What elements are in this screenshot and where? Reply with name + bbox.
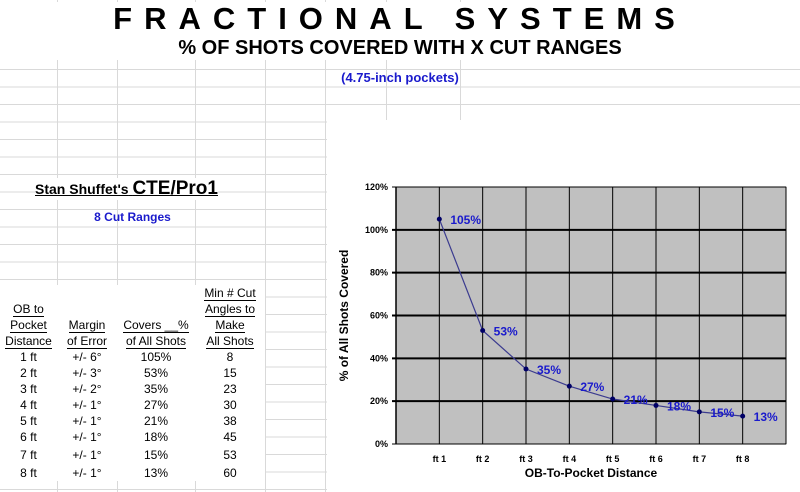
table-cell: +/- 1° xyxy=(57,413,117,429)
x-tick-label: ft 7 xyxy=(693,454,707,464)
data-point xyxy=(436,216,442,222)
x-tick-label: ft 1 xyxy=(433,454,447,464)
table-cell: +/- 1° xyxy=(57,429,117,445)
table-cell: +/- 1° xyxy=(57,445,117,465)
table-row: 6 ft +/- 1° 18% 45 xyxy=(0,429,265,445)
table-title: Stan Shuffet's CTE/Pro1 xyxy=(35,178,218,200)
column-header-line: Distance xyxy=(5,334,52,349)
table-row: 1 ft +/- 6° 105% 8 xyxy=(0,349,265,365)
table-cell: +/- 1° xyxy=(57,397,117,413)
table-cell: 30 xyxy=(195,397,265,413)
y-tick-label: 80% xyxy=(370,268,388,278)
table-row: 5 ft +/- 1° 21% 38 xyxy=(0,413,265,429)
table-cell: 53 xyxy=(195,445,265,465)
data-label: 53% xyxy=(494,324,518,338)
table-cell: 53% xyxy=(117,365,195,381)
pocket-size-note: (4.75-inch pockets) xyxy=(341,70,459,85)
y-tick-label: 40% xyxy=(370,353,388,363)
table-row: 4 ft +/- 1° 27% 30 xyxy=(0,397,265,413)
column-header-line: Angles to xyxy=(204,302,256,317)
column-header-line: Make xyxy=(215,318,245,333)
table-cell: 15% xyxy=(117,445,195,465)
column-header-line: Covers __% xyxy=(123,318,189,333)
column-header: Covers __% of All Shots xyxy=(117,285,195,349)
data-point xyxy=(696,409,702,415)
table-cell: +/- 3° xyxy=(57,365,117,381)
table-title-prefix: Stan Shuffet's xyxy=(35,181,129,197)
column-header: Min # Cut Angles to Make All Shots xyxy=(195,285,265,349)
x-axis-title: OB-To-Pocket Distance xyxy=(525,466,658,480)
data-point xyxy=(566,383,572,389)
column-header-line: OB to xyxy=(13,302,44,317)
y-tick-label: 0% xyxy=(375,439,388,449)
table-title-system: CTE/Pro1 xyxy=(132,178,218,199)
page-title: FRACTIONAL SYSTEMS xyxy=(0,2,800,36)
data-label: 21% xyxy=(624,393,648,407)
column-header-line: Pocket xyxy=(10,318,47,333)
column-header: OB to Pocket Distance xyxy=(0,285,57,349)
cut-ranges-label: 8 Cut Ranges xyxy=(94,210,171,224)
table-cell: 8 xyxy=(195,349,265,365)
table-cell: 6 ft xyxy=(0,429,57,445)
table-cell: 3 ft xyxy=(0,381,57,397)
data-point xyxy=(610,396,616,402)
y-tick-label: 20% xyxy=(370,396,388,406)
table-cell: 7 ft xyxy=(0,445,57,465)
table-cell: +/- 1° xyxy=(57,465,117,481)
x-tick-label: ft 6 xyxy=(649,454,663,464)
y-axis-title: % of All Shots Covered xyxy=(337,250,351,382)
y-tick-label: 60% xyxy=(370,311,388,321)
data-label: 35% xyxy=(537,363,561,377)
data-point xyxy=(480,327,486,333)
x-tick-label: ft 4 xyxy=(563,454,577,464)
data-label: 27% xyxy=(580,380,604,394)
table-cell: 38 xyxy=(195,413,265,429)
data-label: 18% xyxy=(667,399,691,413)
table-cell: 8 ft xyxy=(0,465,57,481)
table-row: 8 ft +/- 1° 13% 60 xyxy=(0,465,265,481)
table-cell: 13% xyxy=(117,465,195,481)
column-header: Margin of Error xyxy=(57,285,117,349)
data-label: 15% xyxy=(710,406,734,420)
column-header-line: of Error xyxy=(66,334,107,349)
series-line xyxy=(438,218,743,417)
data-table: OB to Pocket Distance Margin of Error Covers … xyxy=(0,285,265,481)
table-cell: 1 ft xyxy=(0,349,57,365)
x-tick-label: ft 5 xyxy=(606,454,620,464)
data-label: 13% xyxy=(754,410,778,424)
table-row: 3 ft +/- 2° 35% 23 xyxy=(0,381,265,397)
x-tick-label: ft 2 xyxy=(476,454,490,464)
table-cell: 45 xyxy=(195,429,265,445)
table-row: 7 ft +/- 1° 15% 53 xyxy=(0,445,265,465)
table-cell: +/- 6° xyxy=(57,349,117,365)
page-subtitle: % OF SHOTS COVERED WITH X CUT RANGES xyxy=(0,36,800,60)
table-cell: 15 xyxy=(195,365,265,381)
table-cell: 60 xyxy=(195,465,265,481)
table-cell: 35% xyxy=(117,381,195,397)
data-point xyxy=(740,413,746,419)
x-tick-label: ft 3 xyxy=(519,454,533,464)
table-cell: 5 ft xyxy=(0,413,57,429)
table-cell: +/- 2° xyxy=(57,381,117,397)
table-cell: 27% xyxy=(117,397,195,413)
table-cell: 23 xyxy=(195,381,265,397)
table-cell: 4 ft xyxy=(0,397,57,413)
y-tick-label: 100% xyxy=(365,225,388,235)
table-cell: 105% xyxy=(117,349,195,365)
y-tick-label: 120% xyxy=(365,182,388,192)
table-cell: 18% xyxy=(117,429,195,445)
column-header-line: Min # Cut xyxy=(204,286,256,301)
data-label: 105% xyxy=(450,213,481,227)
column-header-line: All Shots xyxy=(206,334,254,349)
table-cell: 21% xyxy=(117,413,195,429)
column-header-line: Margin xyxy=(68,318,106,333)
data-point xyxy=(653,402,659,408)
data-point xyxy=(523,366,529,372)
table-row: 2 ft +/- 3° 53% 15 xyxy=(0,365,265,381)
x-tick-label: ft 8 xyxy=(736,454,750,464)
table-cell: 2 ft xyxy=(0,365,57,381)
column-header-line: of All Shots xyxy=(125,334,187,349)
